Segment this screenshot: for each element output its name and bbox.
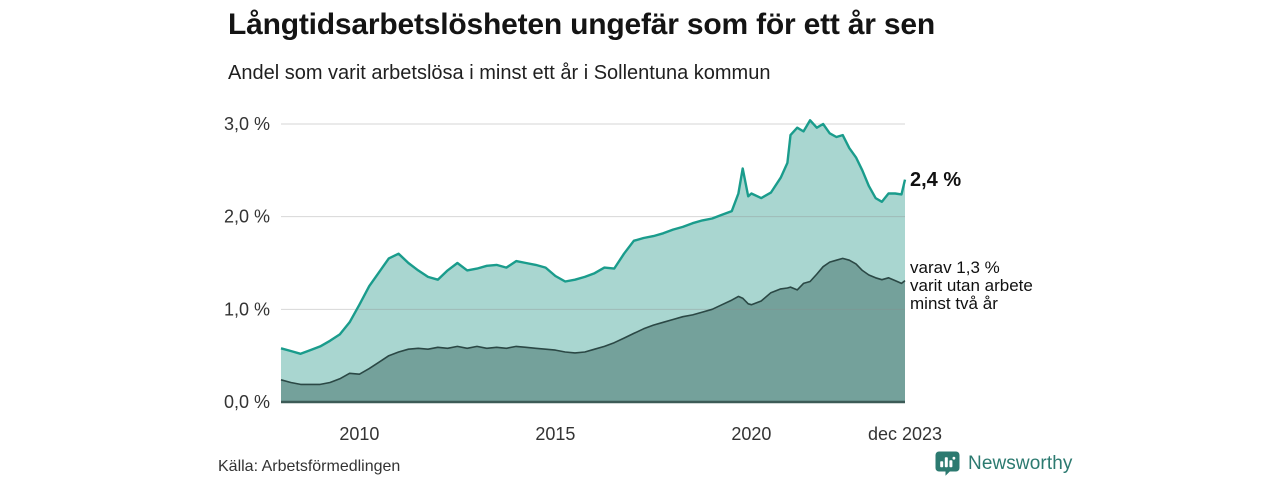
brand-logo: Newsworthy	[934, 450, 1072, 477]
x-tick-label: dec 2023	[868, 424, 942, 444]
brand-name: Newsworthy	[968, 452, 1073, 474]
secondary-value-line: varav 1,3 %	[910, 258, 1000, 277]
series-line-min-one-year	[280, 119, 907, 355]
page-title: Långtidsarbetslösheten ungefär som för e…	[228, 8, 936, 41]
y-tick-label: 3,0 %	[224, 114, 270, 134]
y-tick-label: 2,0 %	[224, 207, 270, 227]
x-tick-label: 2020	[731, 424, 771, 444]
page-subtitle: Andel som varit arbetslösa i minst ett å…	[228, 62, 771, 84]
secondary-value-label: varav 1,3 % varit utan arbete minst två …	[910, 259, 1033, 313]
series-line-min-two-years	[280, 257, 906, 386]
y-tick-label: 1,0 %	[224, 299, 270, 319]
secondary-value-line: minst två år	[910, 294, 998, 313]
latest-value-label: 2,4 %	[910, 169, 962, 191]
source-note: Källa: Arbetsförmedlingen	[218, 458, 401, 475]
y-tick-label: 0,0 %	[224, 392, 270, 412]
secondary-value-line: varit utan arbete	[910, 276, 1033, 295]
x-tick-label: 2010	[339, 424, 379, 444]
newsworthy-bubble-chart-icon	[935, 451, 960, 476]
series-area-min-two-years	[281, 258, 905, 402]
x-tick-label: 2015	[535, 424, 575, 444]
